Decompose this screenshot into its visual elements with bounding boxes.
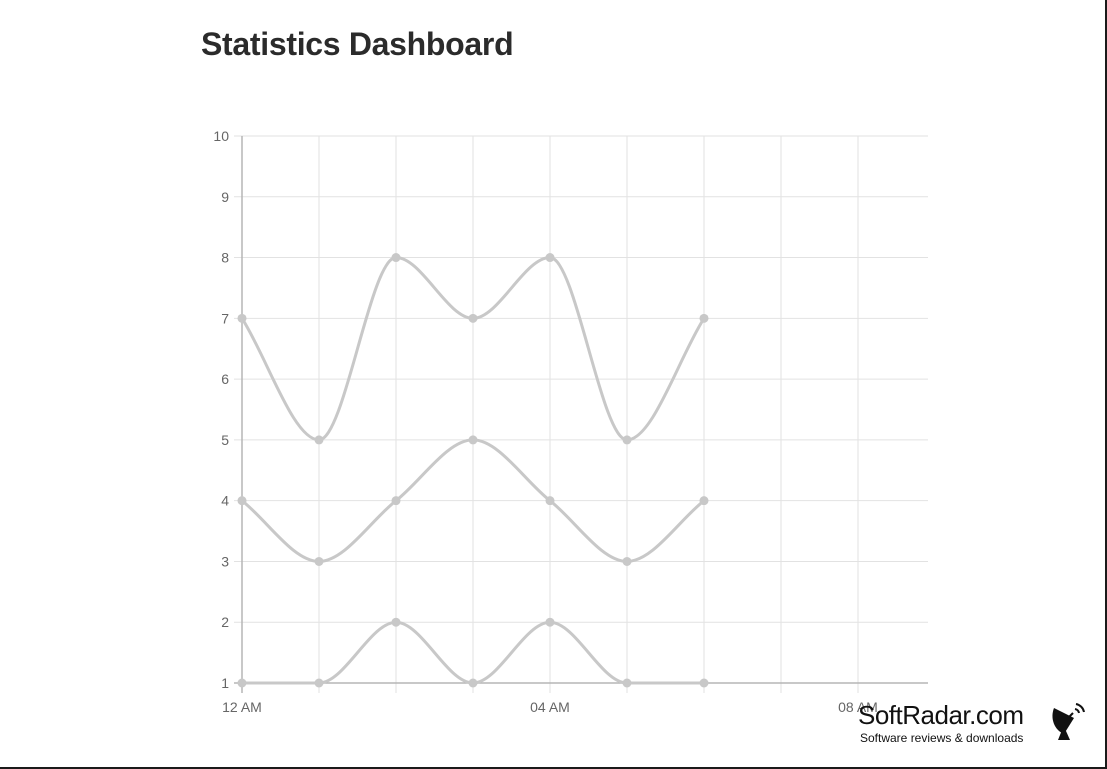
y-tick-label: 2 (221, 614, 229, 630)
data-point[interactable] (237, 313, 247, 323)
data-point[interactable] (699, 313, 709, 323)
x-tick-label: 04 AM (530, 699, 570, 715)
watermark-tagline: Software reviews & downloads (860, 731, 1024, 745)
data-point[interactable] (391, 496, 401, 506)
y-tick-label: 8 (221, 250, 229, 266)
page-title: Statistics Dashboard (201, 26, 514, 62)
data-point[interactable] (391, 617, 401, 627)
data-point[interactable] (468, 435, 478, 445)
data-point[interactable] (699, 678, 709, 688)
y-tick-label: 4 (221, 493, 229, 509)
chart-axes (234, 136, 928, 693)
y-tick-label: 10 (213, 128, 229, 144)
y-tick-label: 6 (221, 371, 229, 387)
x-tick-label: 12 AM (222, 699, 262, 715)
data-point[interactable] (468, 678, 478, 688)
y-tick-label: 9 (221, 189, 229, 205)
data-point[interactable] (622, 435, 632, 445)
data-point[interactable] (545, 496, 555, 506)
data-point[interactable] (237, 496, 247, 506)
watermark-brand: SoftRadar.com (858, 700, 1024, 730)
chart-series (237, 253, 709, 688)
data-point[interactable] (622, 678, 632, 688)
data-point[interactable] (314, 556, 324, 566)
data-point[interactable] (314, 435, 324, 445)
y-tick-label: 1 (221, 675, 229, 691)
satellite-dish-icon (1052, 703, 1085, 740)
data-point[interactable] (237, 678, 247, 688)
watermark: SoftRadar.com Software reviews & downloa… (858, 700, 1088, 750)
data-point[interactable] (468, 313, 478, 323)
chart-tick-labels: 1 2 3 4 5 6 7 8 9 10 12 AM 04 AM 08 AM (213, 128, 877, 715)
data-point[interactable] (622, 556, 632, 566)
data-point[interactable] (391, 253, 401, 263)
data-point[interactable] (699, 496, 709, 506)
data-point[interactable] (545, 253, 555, 263)
y-tick-label: 7 (221, 310, 229, 326)
data-point[interactable] (545, 617, 555, 627)
y-tick-label: 5 (221, 432, 229, 448)
x-tick-label: 08 AM (838, 699, 878, 715)
y-tick-label: 3 (221, 553, 229, 569)
data-point[interactable] (314, 678, 324, 688)
